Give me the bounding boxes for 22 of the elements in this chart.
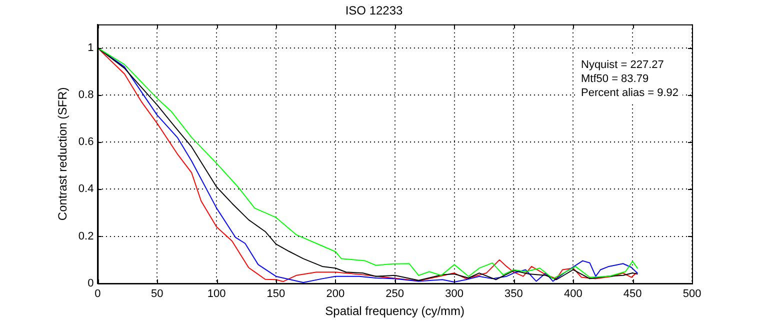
x-tick-label: 150 (266, 288, 286, 300)
x-tick-label: 500 (682, 288, 702, 300)
y-axis-title: Contrast reduction (SFR) (56, 87, 70, 221)
y-tick-label: 0.8 (78, 89, 94, 102)
x-tick-label: 350 (504, 288, 523, 300)
chart-title: ISO 12233 (345, 4, 404, 18)
y-tick-label: 0.6 (78, 136, 94, 148)
x-tick-label: 50 (150, 288, 164, 300)
x-tick-label: 200 (326, 288, 345, 300)
x-tick-label: 300 (445, 288, 464, 300)
y-tick-label: 0.2 (78, 230, 94, 242)
annotation: Nyquist = 227.27 (581, 58, 664, 71)
annotation: Mtf50 = 83.79 (581, 72, 649, 85)
y-tick-label: 1 (88, 42, 94, 54)
x-tick-label: 100 (207, 288, 226, 300)
annotation: Percent alias = 9.92 (581, 86, 679, 99)
x-tick-label: 250 (386, 288, 404, 300)
x-tick-label: 450 (623, 288, 642, 300)
x-axis-title: Spatial frequency (cy/mm) (325, 304, 465, 318)
x-tick-label: 400 (564, 288, 582, 300)
y-tick-label: 0.4 (78, 183, 94, 196)
y-tick-label: 0 (88, 277, 94, 290)
